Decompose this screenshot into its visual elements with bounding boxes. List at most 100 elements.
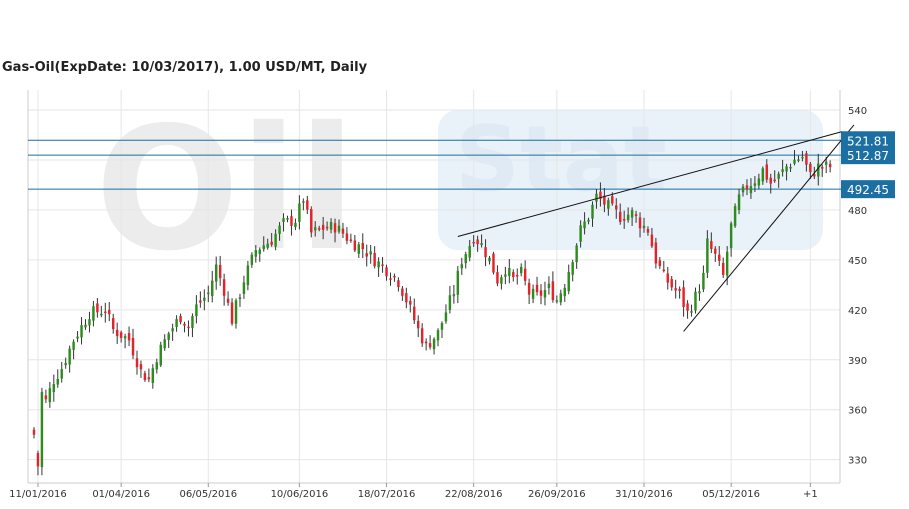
y-tick-label: 330 bbox=[848, 456, 867, 467]
candle-down bbox=[765, 164, 769, 180]
candle-down bbox=[345, 233, 349, 241]
candle-down bbox=[104, 311, 107, 314]
candle-down bbox=[131, 337, 135, 356]
candle-down bbox=[813, 174, 816, 177]
candle-up bbox=[159, 344, 162, 366]
candle-up bbox=[151, 368, 155, 383]
candle-down bbox=[828, 163, 832, 168]
candle-up bbox=[571, 262, 574, 275]
candle-down bbox=[333, 223, 337, 233]
candle-up bbox=[369, 251, 372, 255]
candle-down bbox=[44, 395, 48, 400]
candle-up bbox=[583, 221, 586, 229]
candle-down bbox=[686, 303, 689, 311]
candle-up bbox=[123, 336, 127, 339]
candle-down bbox=[115, 329, 119, 337]
candle-up bbox=[749, 186, 753, 194]
candle-up bbox=[377, 261, 380, 268]
x-tick-label: 22/08/2016 bbox=[445, 489, 503, 500]
candle-down bbox=[634, 214, 638, 216]
candle-down bbox=[405, 293, 408, 303]
candle-down bbox=[476, 239, 479, 245]
candle-up bbox=[440, 323, 444, 330]
candle-up bbox=[777, 173, 780, 179]
candle-up bbox=[508, 268, 511, 277]
candle-down bbox=[650, 234, 654, 247]
candle-up bbox=[56, 378, 59, 385]
candle-up bbox=[789, 166, 792, 169]
candle-up bbox=[480, 243, 483, 246]
candle-down bbox=[401, 288, 404, 296]
x-tick-label: 11/01/2016 bbox=[9, 489, 67, 500]
candle-down bbox=[618, 211, 622, 222]
y-tick-label: 360 bbox=[848, 406, 867, 417]
candle-down bbox=[472, 241, 475, 244]
candle-down bbox=[670, 279, 673, 288]
candle-down bbox=[551, 281, 555, 301]
candle-up bbox=[432, 338, 436, 350]
candle-down bbox=[420, 328, 424, 344]
candle-up bbox=[781, 169, 784, 172]
candle-down bbox=[108, 309, 111, 315]
candle-up bbox=[488, 257, 491, 262]
candle-up bbox=[563, 287, 566, 297]
candle-down bbox=[290, 216, 293, 226]
candle-down bbox=[385, 267, 388, 277]
trendline-upper bbox=[457, 131, 843, 238]
candle-up bbox=[294, 222, 297, 228]
candle-up bbox=[155, 362, 159, 370]
y-tick-label: 540 bbox=[848, 106, 867, 117]
candle-down bbox=[147, 377, 151, 380]
candle-up bbox=[741, 186, 745, 193]
candle-up bbox=[314, 227, 317, 231]
candle-down bbox=[127, 333, 131, 341]
candle-up bbox=[591, 204, 594, 219]
candle-down bbox=[270, 241, 273, 245]
x-tick-label: 10/06/2016 bbox=[271, 489, 329, 500]
candle-up bbox=[595, 193, 598, 202]
candle-down bbox=[603, 195, 606, 205]
candle-up bbox=[706, 238, 709, 273]
candle-up bbox=[543, 290, 547, 298]
candle-up bbox=[694, 291, 697, 311]
candle-down bbox=[365, 253, 368, 257]
candle-up bbox=[246, 265, 250, 286]
candle-up bbox=[448, 295, 452, 310]
candle-up bbox=[444, 312, 448, 322]
candle-down bbox=[230, 302, 234, 324]
price-label-2: 492.45 bbox=[847, 183, 889, 197]
candle-down bbox=[745, 185, 749, 190]
candle-up bbox=[793, 159, 796, 164]
candle-up bbox=[274, 233, 277, 247]
candle-down bbox=[416, 320, 420, 329]
candle-down bbox=[638, 217, 642, 229]
candle-up bbox=[195, 304, 198, 317]
candle-up bbox=[607, 200, 610, 209]
candle-up bbox=[559, 293, 563, 303]
candle-down bbox=[809, 163, 812, 173]
x-tick-label: 01/04/2016 bbox=[92, 489, 150, 500]
candle-down bbox=[96, 303, 99, 313]
candle-down bbox=[135, 358, 139, 368]
candle-up bbox=[40, 391, 44, 468]
candle-up bbox=[456, 270, 460, 295]
candle-down bbox=[658, 260, 662, 267]
candle-down bbox=[226, 298, 230, 303]
candle-down bbox=[218, 264, 222, 279]
candle-down bbox=[321, 224, 325, 230]
candle-down bbox=[397, 280, 400, 288]
candle-down bbox=[646, 228, 650, 233]
candle-up bbox=[436, 330, 440, 341]
candle-up bbox=[753, 183, 757, 186]
candle-up bbox=[72, 341, 75, 350]
price-label-box bbox=[841, 180, 895, 199]
trendlines bbox=[457, 124, 855, 332]
x-tick-label: 31/10/2016 bbox=[615, 489, 673, 500]
candle-up bbox=[262, 245, 265, 250]
candle-up bbox=[242, 282, 246, 294]
candle-down bbox=[611, 196, 614, 204]
candle-up bbox=[234, 300, 238, 324]
candle-down bbox=[710, 241, 713, 249]
price-label-0: 521.81 bbox=[847, 134, 889, 148]
candle-down bbox=[310, 209, 313, 233]
